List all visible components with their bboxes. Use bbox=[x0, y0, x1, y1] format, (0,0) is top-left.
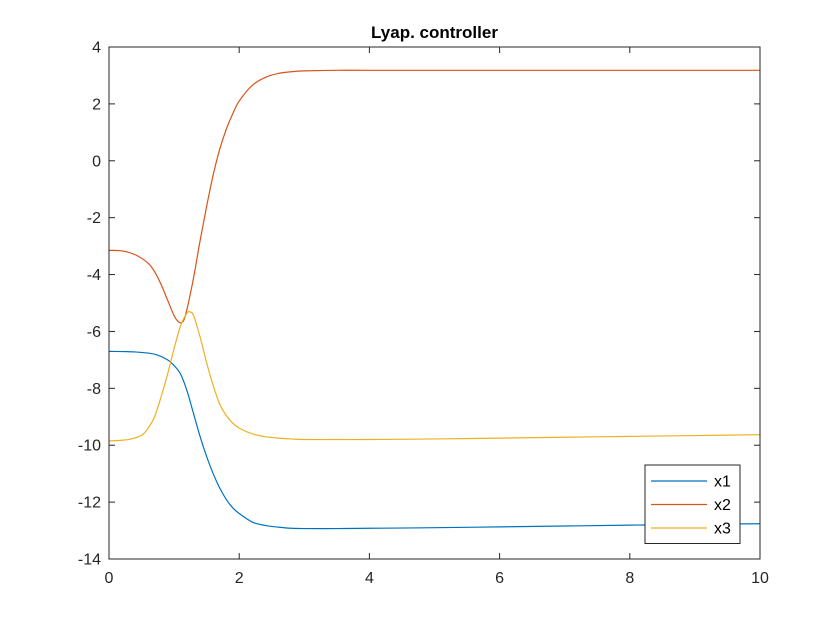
x-tick-label: 0 bbox=[105, 570, 114, 587]
series-lines bbox=[108, 69, 761, 530]
x-tick-label: 8 bbox=[625, 570, 634, 587]
y-tick-label: 0 bbox=[92, 153, 101, 170]
y-tick-label: -6 bbox=[87, 324, 101, 341]
y-tick-label: -10 bbox=[78, 438, 101, 455]
x-tick-label: 4 bbox=[365, 570, 374, 587]
x-tick-label: 10 bbox=[751, 570, 769, 587]
y-tick-label: -2 bbox=[87, 210, 101, 227]
chart-title: Lyap. controller bbox=[371, 23, 498, 42]
series-line-x1 bbox=[108, 350, 761, 530]
y-tick-label: 2 bbox=[92, 96, 101, 113]
y-tick-label: 4 bbox=[92, 40, 101, 57]
legend-label-x1: x1 bbox=[714, 474, 731, 491]
series-line-x2 bbox=[108, 69, 760, 324]
y-tick-label: -4 bbox=[87, 267, 101, 284]
series-line-x3 bbox=[108, 310, 761, 442]
legend: x1 x2 x3 bbox=[644, 464, 741, 544]
axes-box bbox=[108, 46, 761, 560]
y-tick-label: -8 bbox=[87, 381, 101, 398]
x-tick-label: 2 bbox=[235, 570, 244, 587]
x-tick-label: 6 bbox=[495, 570, 504, 587]
legend-label-x2: x2 bbox=[714, 497, 731, 514]
y-tick-label: -12 bbox=[78, 495, 101, 512]
axis-ticks: 0 2 4 6 8 10 4 2 0 -2 -4 -6 -8 -10 -12 -14 bbox=[78, 40, 769, 588]
legend-label-x3: x3 bbox=[714, 521, 731, 538]
y-tick-label: -14 bbox=[78, 552, 101, 569]
